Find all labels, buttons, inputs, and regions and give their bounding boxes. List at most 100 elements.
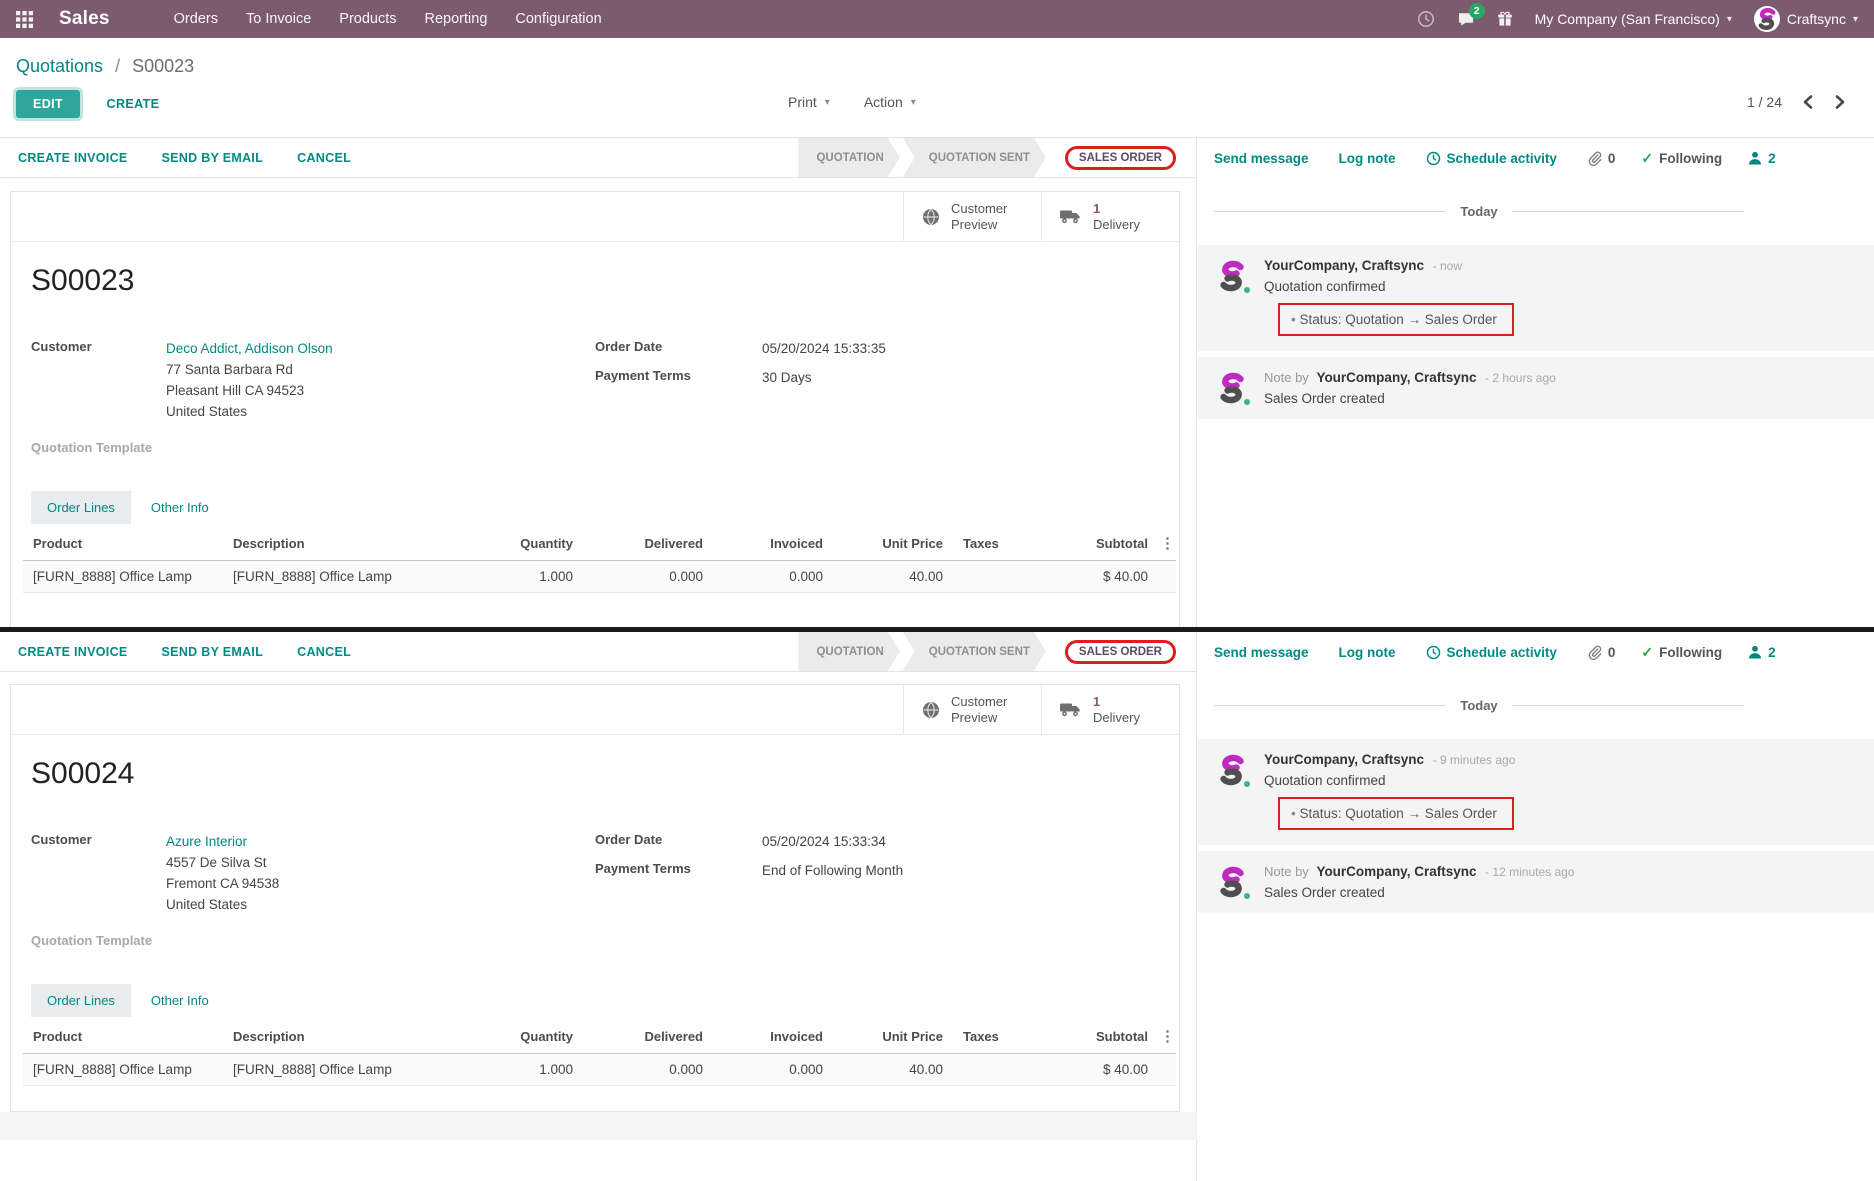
followers-button[interactable]: 2 <box>1748 645 1776 660</box>
create-invoice-button[interactable]: CREATE INVOICE <box>18 644 128 659</box>
print-dropdown[interactable]: Print ▾ <box>788 94 830 110</box>
message-author[interactable]: YourCompany, Craftsync <box>1316 864 1477 879</box>
attachments-button[interactable]: 0 <box>1587 645 1615 660</box>
step-quotation-sent[interactable]: QUOTATION SENT <box>903 138 1046 177</box>
col-delivered: Delivered <box>583 1019 713 1054</box>
menu-reporting[interactable]: Reporting <box>424 11 488 27</box>
step-quotation[interactable]: QUOTATION <box>798 138 899 177</box>
online-status-dot <box>1242 285 1252 295</box>
person-icon <box>1748 645 1762 659</box>
pager-next-icon[interactable] <box>1834 94 1846 110</box>
col-unit-price: Unit Price <box>833 526 953 561</box>
tab-order-lines[interactable]: Order Lines <box>31 984 131 1017</box>
statusbar-buttons: CREATE INVOICE SEND BY EMAIL CANCEL <box>0 138 351 177</box>
topbar-right: 2 My Company (San Francisco) ▾ Craftsync… <box>1417 3 1874 32</box>
breadcrumb-quotations-link[interactable]: Quotations <box>16 56 104 76</box>
chatter-topbar: Send message Log note Schedule activity … <box>1198 138 1874 178</box>
record-actions: Print ▾ Action ▾ <box>788 94 916 110</box>
app-name[interactable]: Sales <box>59 8 110 29</box>
col-taxes: Taxes <box>953 1019 1038 1054</box>
message-author[interactable]: YourCompany, Craftsync <box>1264 752 1425 767</box>
step-quotation[interactable]: QUOTATION <box>798 632 899 671</box>
tab-other-info[interactable]: Other Info <box>150 993 209 1008</box>
message-body: Quotation confirmed <box>1264 279 1386 294</box>
send-message-button[interactable]: Send message <box>1214 150 1309 166</box>
cancel-button[interactable]: CANCEL <box>297 644 352 659</box>
schedule-activity-button[interactable]: Schedule activity <box>1426 645 1557 660</box>
company-switcher[interactable]: My Company (San Francisco) ▾ <box>1535 11 1732 27</box>
apps-grid-icon[interactable] <box>16 11 33 28</box>
customer-link[interactable]: Azure Interior <box>166 834 248 849</box>
quotation-template-label: Quotation Template <box>31 933 153 948</box>
tab-other-info[interactable]: Other Info <box>150 500 209 515</box>
quotation-template-label: Quotation Template <box>31 440 153 455</box>
breadcrumb: Quotations / S00023 <box>16 56 194 77</box>
delivery-stat-button[interactable]: 1 Delivery <box>1041 192 1179 241</box>
gift-icon[interactable] <box>1497 11 1513 27</box>
step-sales-order-active[interactable]: SALES ORDER <box>1048 632 1190 671</box>
message-author[interactable]: YourCompany, Craftsync <box>1316 370 1477 385</box>
send-by-email-button[interactable]: SEND BY EMAIL <box>161 150 264 165</box>
edit-button[interactable]: EDIT <box>16 90 81 118</box>
annotation-sales-order-highlight: SALES ORDER <box>1064 639 1176 664</box>
send-message-button[interactable]: Send message <box>1214 644 1309 660</box>
delivery-stat-button[interactable]: 1 Delivery <box>1041 685 1179 734</box>
message-time: - now <box>1432 259 1462 273</box>
message-body: Sales Order created <box>1264 391 1385 406</box>
step-sales-order-active[interactable]: SALES ORDER <box>1048 138 1190 177</box>
log-note-button[interactable]: Log note <box>1338 644 1396 660</box>
message-list: YourCompany, Craftsync - 9 minutes ago Q… <box>1198 739 1874 913</box>
following-toggle[interactable]: ✓ Following <box>1641 149 1723 166</box>
breadcrumb-current: S00023 <box>132 56 195 76</box>
chatter-meta: 0 ✓ Following 2 <box>1587 644 1776 661</box>
chevron-down-icon: ▾ <box>824 96 830 108</box>
menu-configuration[interactable]: Configuration <box>515 11 602 27</box>
clock-icon <box>1426 645 1441 660</box>
optional-columns-icon[interactable]: ⋮ <box>1158 526 1176 561</box>
create-invoice-button[interactable]: CREATE INVOICE <box>18 150 128 165</box>
optional-columns-icon[interactable]: ⋮ <box>1158 1019 1176 1054</box>
order-line-row[interactable]: [FURN_8888] Office Lamp [FURN_8888] Offi… <box>23 1053 1176 1086</box>
chatter-pane: Send message Log note Schedule activity … <box>1198 632 1874 1181</box>
messages-icon[interactable]: 2 <box>1457 3 1485 28</box>
create-button[interactable]: CREATE <box>106 96 160 111</box>
cancel-button[interactable]: CANCEL <box>297 150 352 165</box>
field-grid: Customer Azure Interior 4557 De Silva St… <box>31 831 1159 923</box>
user-name: Craftsync <box>1786 11 1846 27</box>
send-by-email-button[interactable]: SEND BY EMAIL <box>161 644 264 659</box>
page-title: S00023 <box>31 264 135 297</box>
menu-orders[interactable]: Orders <box>173 11 218 27</box>
customer-label: Customer <box>31 832 92 847</box>
user-menu[interactable]: Craftsync ▾ <box>1753 6 1858 32</box>
control-row: EDIT CREATE Print ▾ Action ▾ 1 / 24 <box>16 90 1874 124</box>
action-dropdown[interactable]: Action ▾ <box>863 94 916 110</box>
notebook-tabs: Order Lines Other Info <box>31 984 1179 1017</box>
order-line-row[interactable]: [FURN_8888] Office Lamp [FURN_8888] Offi… <box>23 560 1176 593</box>
person-icon <box>1748 151 1762 165</box>
customer-preview-button[interactable]: Customer Preview <box>903 685 1041 734</box>
address-line: 4557 De Silva St <box>166 855 267 870</box>
truck-icon <box>1060 209 1082 224</box>
message-author[interactable]: YourCompany, Craftsync <box>1264 258 1425 273</box>
pager-previous-icon[interactable] <box>1802 94 1814 110</box>
tab-order-lines[interactable]: Order Lines <box>31 491 131 524</box>
attachments-button[interactable]: 0 <box>1587 151 1615 166</box>
menu-to-invoice[interactable]: To Invoice <box>245 11 312 27</box>
annotation-status-tracking-highlight: Status: Quotation → Sales Order <box>1278 303 1514 336</box>
activities-clock-icon[interactable] <box>1417 10 1435 28</box>
customer-link[interactable]: Deco Addict, Addison Olson <box>166 341 333 356</box>
order-date-value: 05/20/2024 15:33:34 <box>762 834 886 849</box>
log-note-button[interactable]: Log note <box>1338 150 1396 166</box>
followers-button[interactable]: 2 <box>1748 151 1776 166</box>
chatter-message: YourCompany, Craftsync - now Quotation c… <box>1198 245 1874 351</box>
message-time: - 2 hours ago <box>1485 371 1556 385</box>
message-body: Sales Order created <box>1264 885 1385 900</box>
table-header-row: Product Description Quantity Delivered I… <box>23 1019 1176 1054</box>
step-quotation-sent[interactable]: QUOTATION SENT <box>903 632 1046 671</box>
customer-preview-button[interactable]: Customer Preview <box>903 192 1041 241</box>
schedule-activity-button[interactable]: Schedule activity <box>1426 151 1557 166</box>
chatter-pane: Send message Log note Schedule activity … <box>1198 138 1874 627</box>
menu-products[interactable]: Products <box>339 11 397 27</box>
following-toggle[interactable]: ✓ Following <box>1641 643 1723 660</box>
form-sheet: Customer Preview 1 Delivery S00024 Custome… <box>10 684 1180 1112</box>
